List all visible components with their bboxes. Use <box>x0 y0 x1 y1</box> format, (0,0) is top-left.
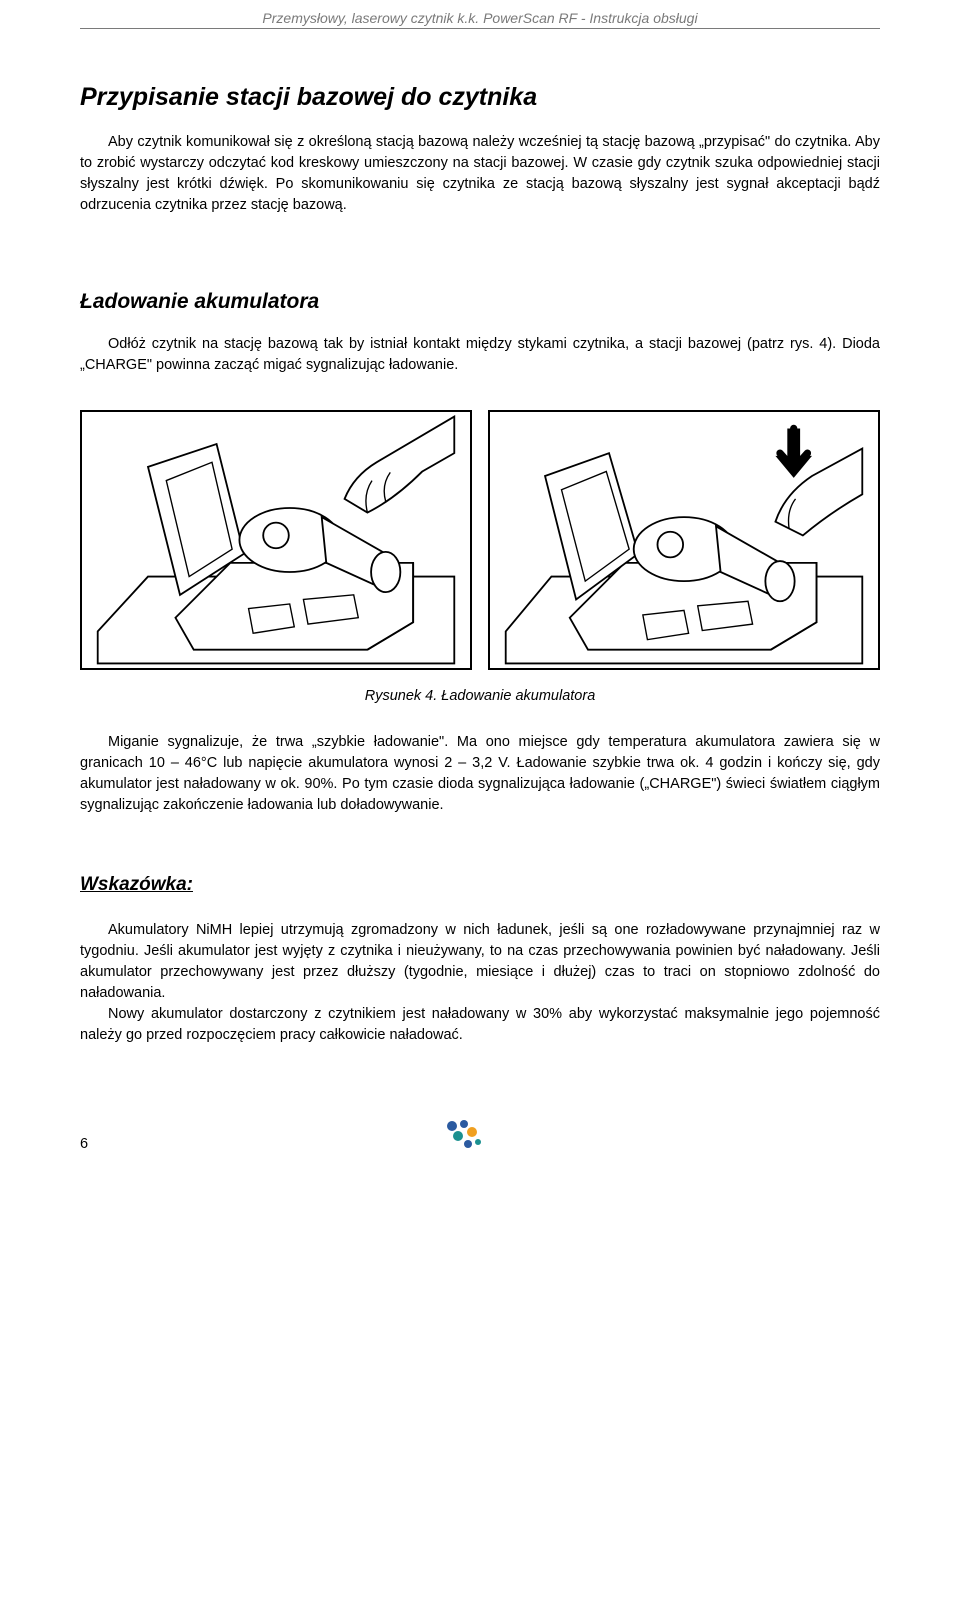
page-number: 6 <box>80 1136 88 1152</box>
section2-paragraph2: Miganie sygnalizuje, że trwa „szybkie ła… <box>80 732 880 816</box>
figure-panel-right <box>488 410 880 670</box>
section3-paragraph2: Nowy akumulator dostarczony z czytnikiem… <box>80 1004 880 1046</box>
section1-paragraph: Aby czytnik komunikował się z określoną … <box>80 132 880 216</box>
section2-paragraph1: Odłóż czytnik na stację bazową tak by is… <box>80 334 880 376</box>
section3-title: Wskazówka: <box>80 874 880 896</box>
header-text: Przemysłowy, laserowy czytnik k.k. Power… <box>262 10 697 26</box>
section1-title: Przypisanie stacji bazowej do czytnika <box>80 83 880 112</box>
section2-title: Ładowanie akumulatora <box>80 290 880 314</box>
figure-panel-left <box>80 410 472 670</box>
footer: 6 <box>80 1046 880 1152</box>
footer-logo-icon <box>442 1118 484 1152</box>
header-rule <box>80 28 880 29</box>
figure-row <box>80 410 880 670</box>
section3-paragraph1: Akumulatory NiMH lepiej utrzymują zgroma… <box>80 920 880 1004</box>
figure-caption: Rysunek 4. Ładowanie akumulatora <box>80 688 880 704</box>
page-header: Przemysłowy, laserowy czytnik k.k. Power… <box>80 0 880 28</box>
figure-left-svg <box>82 412 470 668</box>
figure-right-svg <box>490 412 878 668</box>
